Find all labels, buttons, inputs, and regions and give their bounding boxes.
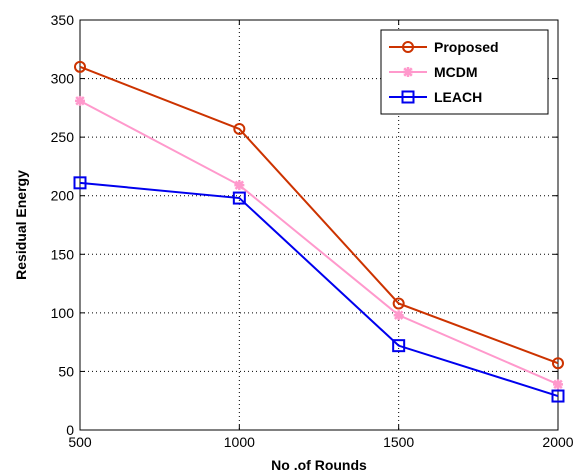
x-tick-label: 2000 [542, 434, 573, 450]
series-mcdm [75, 95, 563, 390]
data-point-proposed [233, 122, 246, 135]
series-layer [73, 60, 565, 403]
y-tick-label: 300 [51, 71, 75, 87]
legend-label-proposed: Proposed [434, 39, 499, 55]
x-tick-label: 1000 [224, 434, 255, 450]
data-point-leach [232, 191, 246, 205]
y-axis-ticks: 0 50 100 150 200 250 300 350 [51, 12, 558, 438]
data-point-leach [392, 339, 406, 353]
legend: Proposed MCDM LEACH [380, 29, 549, 115]
series-line-mcdm [79, 99, 559, 386]
y-tick-label: 350 [51, 12, 75, 28]
y-tick-label: 100 [51, 305, 75, 321]
data-point-mcdm [553, 379, 563, 390]
legend-marker-mcdm [403, 67, 413, 77]
legend-item-mcdm: MCDM [389, 64, 478, 80]
y-tick-label: 200 [51, 188, 75, 204]
x-axis-title: No .of Rounds [271, 457, 367, 473]
y-tick-label: 250 [51, 129, 75, 145]
legend-items: Proposed MCDM LEACH [389, 39, 499, 105]
legend-label-leach: LEACH [434, 89, 482, 105]
series-proposed [74, 60, 564, 370]
series-line-proposed [79, 65, 559, 365]
y-axis-title: Residual Energy [13, 170, 29, 280]
series-leach [73, 176, 565, 403]
data-point-proposed [392, 297, 405, 310]
data-point-mcdm [234, 180, 245, 191]
series-line-leach [79, 181, 559, 397]
data-point-proposed [552, 357, 564, 370]
data-point-leach [73, 176, 87, 190]
data-point-leach [551, 389, 565, 403]
y-tick-label: 50 [58, 363, 74, 379]
legend-marker-proposed [402, 41, 414, 53]
y-tick-label: 0 [66, 422, 74, 438]
data-point-mcdm [393, 310, 404, 321]
y-tick-label: 150 [51, 246, 75, 262]
plot-frame [79, 19, 559, 431]
legend-item-leach: LEACH [389, 89, 482, 105]
legend-label-mcdm: MCDM [434, 64, 478, 80]
data-point-proposed [74, 60, 86, 73]
legend-marker-leach [401, 90, 415, 104]
data-point-mcdm [75, 95, 85, 106]
x-tick-label: 500 [68, 434, 92, 450]
legend-item-proposed: Proposed [389, 39, 499, 55]
x-tick-label: 1500 [383, 434, 414, 450]
x-axis-ticks: 500 1000 1500 2000 [68, 20, 574, 450]
